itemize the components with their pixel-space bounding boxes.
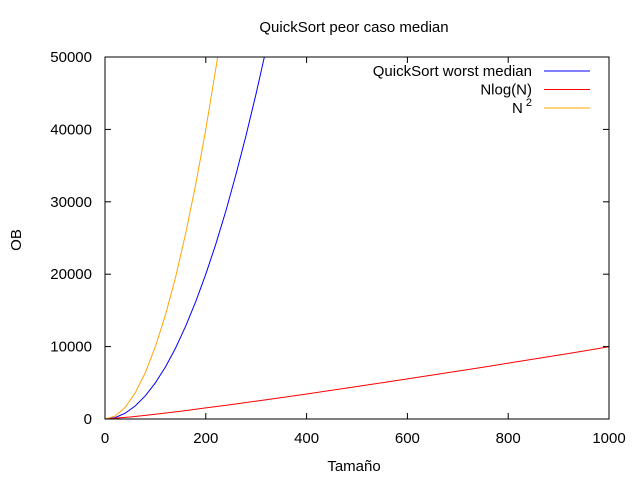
series-line-3	[105, 57, 219, 419]
legend-label-1: QuickSort worst median	[373, 63, 532, 80]
y-tick-label: 10000	[50, 339, 92, 356]
y-tick-label: 30000	[50, 194, 92, 211]
legend-label-2: Nlog(N)	[480, 82, 532, 99]
y-tick-label: 50000	[50, 49, 92, 66]
x-tick-label: 800	[496, 430, 521, 447]
x-tick-label: 1000	[592, 430, 625, 447]
y-tick-label: 40000	[50, 121, 92, 138]
y-tick-label: 0	[84, 411, 92, 428]
plot-frame	[104, 56, 610, 420]
x-tick-label: 0	[101, 430, 109, 447]
x-axis-label: Tamaño	[327, 458, 380, 475]
x-tick-label: 600	[395, 430, 420, 447]
chart-title: QuickSort peor caso median	[259, 19, 448, 36]
series-line-1	[105, 57, 265, 419]
plot-layer	[105, 57, 609, 419]
legend: QuickSort worst median Nlog(N)N 2	[373, 63, 590, 117]
series-line-2	[105, 346, 609, 419]
y-axis-label: OB	[8, 229, 25, 251]
x-tick-label: 400	[294, 430, 319, 447]
x-tick-label: 200	[193, 430, 218, 447]
ticks-layer: 0 200 400 600 800 100001000020000300004000050…	[50, 49, 625, 447]
y-tick-label: 20000	[50, 266, 92, 283]
